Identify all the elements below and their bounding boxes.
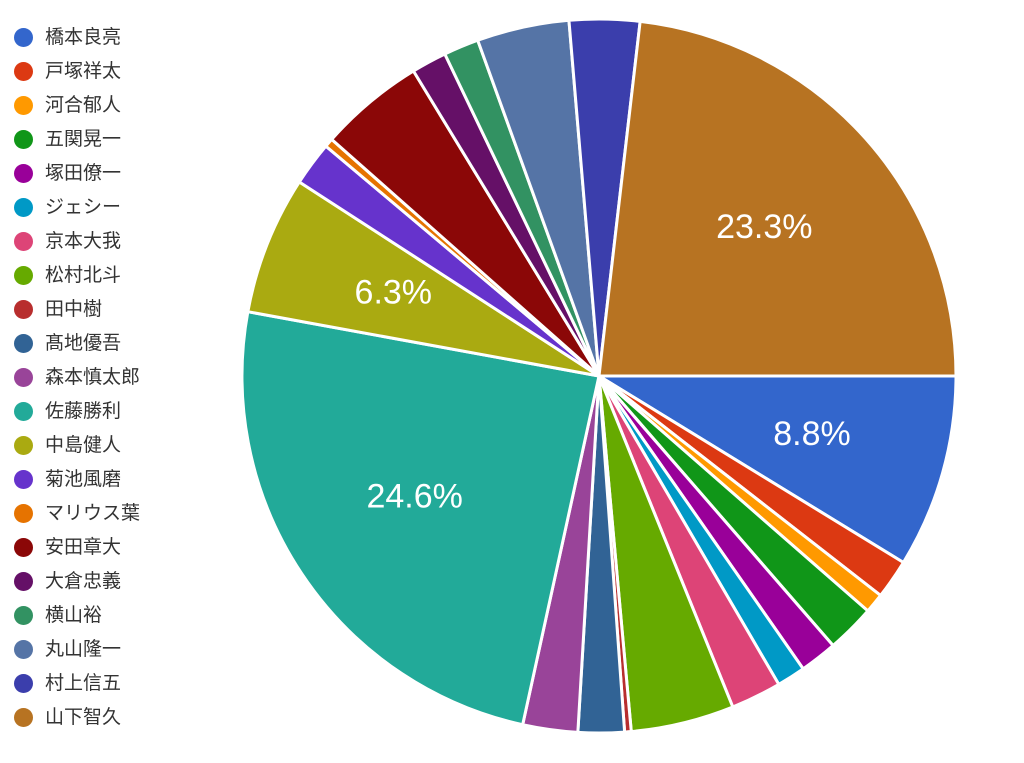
slice-percent-label: 6.3% [355,273,433,311]
legend-label: 松村北斗 [45,263,122,286]
legend-item: 田中樹 [14,292,214,326]
legend-label: 森本慎太郎 [45,365,141,388]
legend-swatch [14,469,33,489]
legend-swatch [14,401,33,421]
legend-item: マリウス葉 [14,496,214,530]
legend-swatch [14,27,33,47]
legend-item: 松村北斗 [14,258,214,292]
legend-label: 橋本良亮 [45,25,122,48]
legend-item: 大倉忠義 [14,564,214,598]
legend-label: 塚田僚一 [45,161,122,184]
legend-item: ジェシー [14,190,214,224]
legend-swatch [14,367,33,387]
pie-slice [593,374,958,565]
legend-swatch [14,537,33,557]
legend-swatch [14,197,33,217]
legend-label: 大倉忠義 [45,569,122,592]
slice-percent-label: 24.6% [366,478,462,516]
legend-swatch [14,231,33,251]
legend-label: 横山裕 [45,603,103,626]
legend-swatch [14,435,33,455]
legend-swatch [14,571,33,591]
legend-label: ジェシー [45,195,122,218]
legend-item: 河合郁人 [14,88,214,122]
legend-item: 安田章大 [14,530,214,564]
legend-label: 村上信五 [45,671,122,694]
pie-slice [240,309,601,727]
legend-item: 山下智久 [14,700,214,734]
legend-swatch [14,61,33,81]
legend-item: 塚田僚一 [14,156,214,190]
legend-swatch [14,605,33,625]
legend-label: 丸山隆一 [45,637,122,660]
legend-item: 髙地優吾 [14,326,214,360]
slice-percent-label: 8.8% [773,415,851,453]
legend-label: 田中樹 [45,297,103,320]
pie-slice [597,19,958,378]
legend-item: 橋本良亮 [14,20,214,54]
legend-swatch [14,299,33,319]
legend-swatch [14,163,33,183]
legend-label: 五関晃一 [45,127,122,150]
legend-item: 森本慎太郎 [14,360,214,394]
legend-swatch [14,673,33,693]
legend-swatch [14,333,33,353]
legend-item: 丸山隆一 [14,632,214,666]
legend-swatch [14,707,33,727]
legend-label: 京本大我 [45,229,122,252]
legend-label: 山下智久 [45,705,122,728]
legend-swatch [14,639,33,659]
legend: 橋本良亮戸塚祥太河合郁人五関晃一塚田僚一ジェシー京本大我松村北斗田中樹髙地優吾森… [14,20,214,734]
legend-label: 髙地優吾 [45,331,122,354]
legend-item: 戸塚祥太 [14,54,214,88]
legend-item: 五関晃一 [14,122,214,156]
legend-label: マリウス葉 [45,501,141,524]
legend-label: 中島健人 [45,433,122,456]
legend-swatch [14,503,33,523]
legend-item: 中島健人 [14,428,214,462]
legend-item: 横山裕 [14,598,214,632]
legend-item: 村上信五 [14,666,214,700]
legend-item: 京本大我 [14,224,214,258]
legend-item: 佐藤勝利 [14,394,214,428]
slice-percent-label: 23.3% [716,208,812,246]
legend-label: 戸塚祥太 [45,59,122,82]
legend-label: 菊池風磨 [45,467,122,490]
pie-slice [246,179,600,378]
legend-label: 安田章大 [45,535,122,558]
legend-swatch [14,95,33,115]
legend-swatch [14,129,33,149]
legend-item: 菊池風磨 [14,462,214,496]
legend-label: 河合郁人 [45,93,122,116]
legend-label: 佐藤勝利 [45,399,122,422]
legend-swatch [14,265,33,285]
